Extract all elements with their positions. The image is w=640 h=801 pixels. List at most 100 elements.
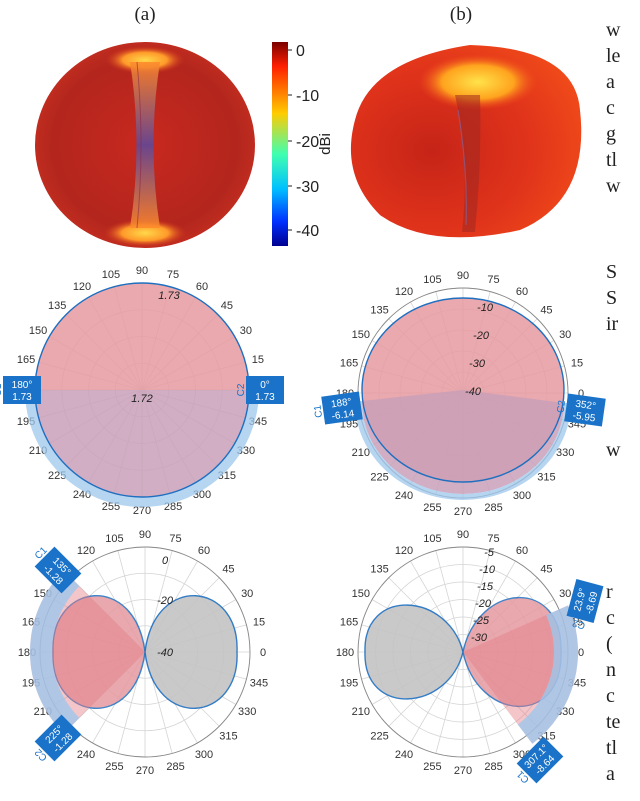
polar-angle-label: 165 bbox=[340, 357, 358, 369]
radial-tick-label: -30 bbox=[471, 632, 488, 644]
polar-grid-spoke bbox=[435, 651, 464, 754]
panel-label-b: (b) bbox=[450, 4, 472, 25]
body-text-fragment: g bbox=[606, 123, 616, 145]
cursor-box bbox=[321, 391, 363, 425]
polar-angle-label: 345 bbox=[250, 678, 268, 690]
polar-angle-label: 270 bbox=[454, 765, 472, 777]
polar-angle-label: 105 bbox=[423, 533, 441, 545]
radial-tick-label: 1.73 bbox=[158, 290, 180, 302]
polar-angle-label: 330 bbox=[556, 447, 574, 459]
panel-label-a: (a) bbox=[134, 4, 155, 25]
cursor-name: C2 bbox=[236, 383, 247, 396]
body-text-fragment: ir bbox=[606, 313, 619, 335]
polar-angle-label: 195 bbox=[340, 678, 358, 690]
polar-angle-label: 300 bbox=[513, 490, 531, 502]
polar-angle-label: 60 bbox=[516, 286, 528, 298]
cursor-value: -6.14 bbox=[331, 408, 356, 422]
polar-angle-label: 300 bbox=[195, 749, 213, 761]
body-text-fragment: r bbox=[606, 581, 613, 603]
polar-angle-label: 225 bbox=[370, 471, 388, 483]
radial-tick-label: 0 bbox=[162, 555, 169, 567]
cursor-angle: 188° bbox=[330, 397, 352, 411]
polar-angle-label: 180 bbox=[336, 647, 354, 659]
polar-angle-label: 0 bbox=[260, 647, 266, 659]
radial-tick-label: -40 bbox=[465, 386, 482, 398]
polar-angle-label: 135 bbox=[48, 300, 66, 312]
polar-angle-label: 255 bbox=[105, 761, 123, 773]
cursor-box bbox=[3, 376, 41, 404]
cursor-marker[interactable]: 0°1.73 C2 bbox=[236, 376, 284, 404]
radial-tick-label: -15 bbox=[477, 581, 494, 593]
polar-angle-label: 60 bbox=[198, 545, 210, 557]
polar-angle-label: 285 bbox=[484, 502, 502, 514]
colorbar-tick-label: -40 bbox=[296, 223, 319, 240]
body-text-fragment: S bbox=[606, 287, 617, 309]
pattern-fill-lower bbox=[361, 390, 564, 495]
polar-angle-label: 15 bbox=[253, 616, 265, 628]
cursor-name: C2 bbox=[555, 399, 568, 414]
polar-angle-label: 15 bbox=[252, 354, 264, 366]
cursor-band bbox=[517, 605, 578, 744]
radial-tick-label: -40 bbox=[157, 647, 174, 659]
radiation-pattern-3d-a bbox=[35, 42, 255, 248]
lobe-left bbox=[364, 604, 464, 700]
lobe-left bbox=[52, 595, 146, 709]
polar-angle-label: 30 bbox=[559, 329, 571, 341]
polar-angle-label: 90 bbox=[457, 529, 469, 541]
radial-tick-label: -5 bbox=[484, 547, 495, 559]
polar-angle-label: 75 bbox=[169, 533, 181, 545]
body-text-fragment: w bbox=[606, 439, 621, 461]
polar-grid-spoke bbox=[462, 651, 491, 754]
cursor-marker[interactable]: 180°1.73 C1 bbox=[0, 376, 41, 404]
polar-angle-label: 285 bbox=[484, 761, 502, 773]
polar-plot-b-elevation: 0153045607590105120135150165180195210225… bbox=[336, 529, 604, 791]
polar-angle-label: 150 bbox=[29, 325, 47, 337]
pattern-trace bbox=[361, 297, 565, 483]
body-text-fragment: c bbox=[606, 607, 615, 629]
polar-angle-label: 165 bbox=[340, 616, 358, 628]
polar-angle-label: 240 bbox=[395, 749, 413, 761]
polar-angle-label: 30 bbox=[559, 588, 571, 600]
body-text-fragment: w bbox=[606, 19, 621, 41]
polar-angle-label: 60 bbox=[196, 281, 208, 293]
body-text-fragment: ( bbox=[606, 633, 613, 655]
body-text-fragment: S bbox=[606, 261, 617, 283]
radial-tick-label: -20 bbox=[157, 595, 174, 607]
polar-plot-a-azimuth: 0153045607590105120135150165180195210225… bbox=[0, 265, 284, 517]
body-text-fragment: w bbox=[606, 175, 621, 197]
polar-angle-label: 90 bbox=[136, 265, 148, 277]
polar-angle-label: 135 bbox=[370, 564, 388, 576]
polar-angle-label: 120 bbox=[395, 286, 413, 298]
radiation-pattern-3d-b bbox=[350, 45, 582, 238]
polar-angle-label: 135 bbox=[370, 305, 388, 317]
radial-tick-label: -20 bbox=[475, 598, 492, 610]
polar-angle-label: 330 bbox=[238, 706, 256, 718]
cursor-marker[interactable]: 352°-5.95 C2 bbox=[554, 392, 606, 427]
polar-angle-label: 240 bbox=[395, 490, 413, 502]
polar-angle-label: 105 bbox=[105, 533, 123, 545]
body-text-fragment: le bbox=[606, 45, 621, 67]
radial-tick-label: -10 bbox=[479, 564, 496, 576]
polar-angle-label: 0 bbox=[578, 647, 584, 659]
polar-angle-label: 315 bbox=[219, 730, 237, 742]
colorbar-tick-label: -30 bbox=[296, 179, 319, 196]
center-value: 1.72 bbox=[131, 393, 152, 405]
polar-plot-b-azimuth: 0153045607590105120135150165180195210225… bbox=[311, 270, 606, 518]
colorbar: 0 -10 -20 -30 -40 dBi bbox=[272, 42, 334, 246]
lobe-right bbox=[144, 595, 238, 709]
colorbar-label: dBi bbox=[317, 133, 334, 155]
polar-angle-label: 225 bbox=[370, 730, 388, 742]
radial-tick-label: -20 bbox=[473, 330, 490, 342]
polar-angle-label: 45 bbox=[540, 305, 552, 317]
cursor-angle: 0° bbox=[260, 380, 270, 391]
cursor-band bbox=[30, 570, 80, 734]
body-text-fragment: te bbox=[606, 711, 621, 733]
polar-angle-label: 45 bbox=[540, 564, 552, 576]
cursor-box bbox=[246, 376, 284, 404]
cursor-marker[interactable]: 188°-6.14 C1 bbox=[311, 391, 363, 425]
polar-angle-label: 75 bbox=[487, 274, 499, 286]
